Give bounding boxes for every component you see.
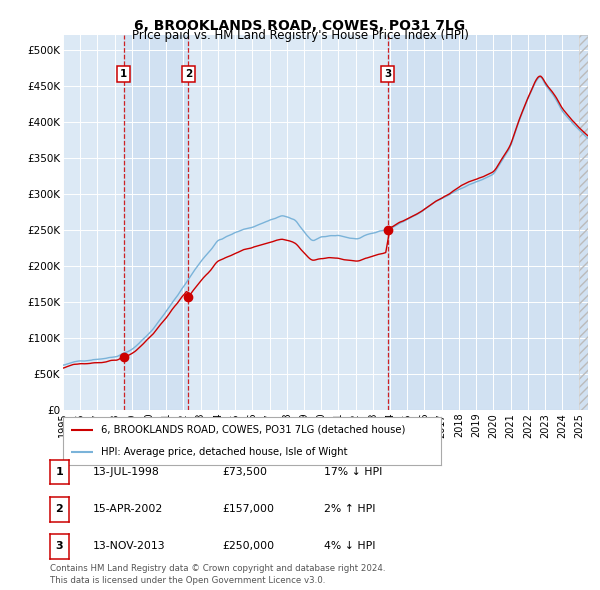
Text: £73,500: £73,500 xyxy=(222,467,267,477)
Text: 2: 2 xyxy=(185,69,192,79)
Text: 13-JUL-1998: 13-JUL-1998 xyxy=(93,467,160,477)
Text: 1: 1 xyxy=(56,467,63,477)
Text: 17% ↓ HPI: 17% ↓ HPI xyxy=(324,467,382,477)
Text: 1: 1 xyxy=(120,69,127,79)
Text: £157,000: £157,000 xyxy=(222,504,274,514)
Text: 2% ↑ HPI: 2% ↑ HPI xyxy=(324,504,376,514)
Text: 15-APR-2002: 15-APR-2002 xyxy=(93,504,163,514)
Text: 2: 2 xyxy=(56,504,63,514)
Bar xyxy=(388,35,588,410)
Text: 3: 3 xyxy=(384,69,391,79)
Text: 6, BROOKLANDS ROAD, COWES, PO31 7LG (detached house): 6, BROOKLANDS ROAD, COWES, PO31 7LG (det… xyxy=(101,425,405,435)
Text: 13-NOV-2013: 13-NOV-2013 xyxy=(93,542,166,551)
Text: HPI: Average price, detached house, Isle of Wight: HPI: Average price, detached house, Isle… xyxy=(101,447,347,457)
Text: £250,000: £250,000 xyxy=(222,542,274,551)
Text: 3: 3 xyxy=(56,542,63,551)
Text: 6, BROOKLANDS ROAD, COWES, PO31 7LG: 6, BROOKLANDS ROAD, COWES, PO31 7LG xyxy=(134,19,466,33)
Text: 4% ↓ HPI: 4% ↓ HPI xyxy=(324,542,376,551)
Text: Contains HM Land Registry data © Crown copyright and database right 2024.
This d: Contains HM Land Registry data © Crown c… xyxy=(50,565,385,585)
Bar xyxy=(124,35,188,410)
Text: Price paid vs. HM Land Registry's House Price Index (HPI): Price paid vs. HM Land Registry's House … xyxy=(131,30,469,42)
